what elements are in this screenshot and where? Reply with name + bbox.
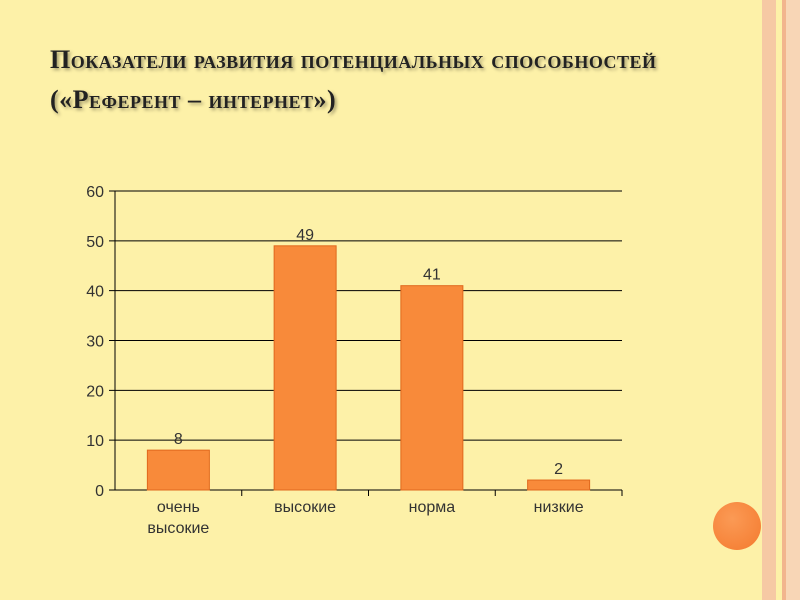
decor-stripe — [776, 0, 782, 600]
data-label: 2 — [554, 461, 563, 478]
y-tick-label: 60 — [86, 184, 104, 201]
data-label: 8 — [174, 431, 183, 448]
data-label: 41 — [423, 267, 441, 284]
slide-title: Показатели развития потенциальных способ… — [50, 45, 657, 114]
y-tick-label: 20 — [86, 383, 104, 400]
data-label: 49 — [296, 227, 314, 244]
decor-stripe — [782, 0, 786, 600]
y-tick-label: 0 — [95, 483, 104, 500]
bar — [273, 245, 337, 491]
decor-stripe — [762, 0, 776, 600]
decor-stripe — [786, 0, 800, 600]
bar — [400, 285, 464, 491]
x-tick-label: высокие — [274, 499, 336, 516]
bar — [527, 479, 591, 491]
y-tick-label: 40 — [86, 284, 104, 301]
x-tick-label: очень высокие — [147, 499, 209, 537]
y-tick-label: 50 — [86, 234, 104, 251]
y-tick-label: 30 — [86, 334, 104, 351]
bar — [146, 449, 210, 491]
x-tick-label: норма — [409, 499, 456, 516]
x-tick-label: низкие — [534, 499, 584, 516]
y-tick-label: 10 — [86, 433, 104, 450]
decorative-circle — [713, 502, 761, 550]
